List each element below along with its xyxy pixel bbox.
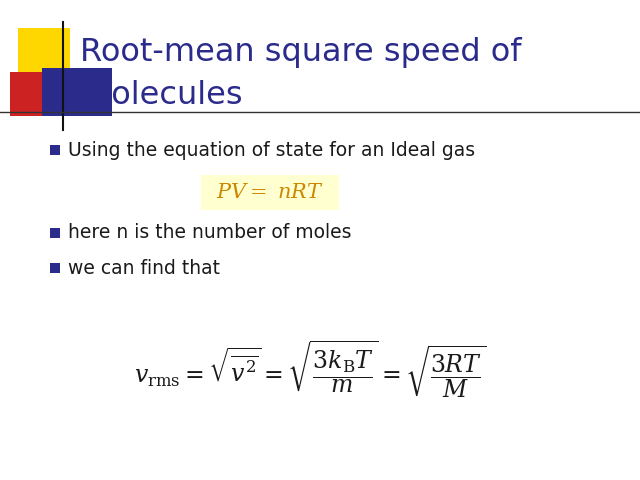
Bar <box>18 28 70 80</box>
Bar <box>50 145 60 155</box>
Bar <box>10 72 62 116</box>
Text: Root-mean square speed of: Root-mean square speed of <box>80 36 522 68</box>
Text: Using the equation of state for an Ideal gas: Using the equation of state for an Ideal… <box>68 141 475 159</box>
Text: we can find that: we can find that <box>68 259 220 277</box>
FancyBboxPatch shape <box>201 175 339 210</box>
Text: $v_{\mathrm{rms}} = \sqrt{\overline{v^2}}= \sqrt{\dfrac{3k_{\mathrm{B}}T}{m}}= \: $v_{\mathrm{rms}} = \sqrt{\overline{v^2}… <box>134 339 486 401</box>
Bar <box>42 68 112 116</box>
Text: $\mathit{PV} = \ \mathit{nRT}$: $\mathit{PV} = \ \mathit{nRT}$ <box>216 182 324 202</box>
Bar <box>50 228 60 238</box>
Text: here n is the number of moles: here n is the number of moles <box>68 224 351 242</box>
Text: molecules: molecules <box>80 80 243 110</box>
Bar <box>50 263 60 273</box>
